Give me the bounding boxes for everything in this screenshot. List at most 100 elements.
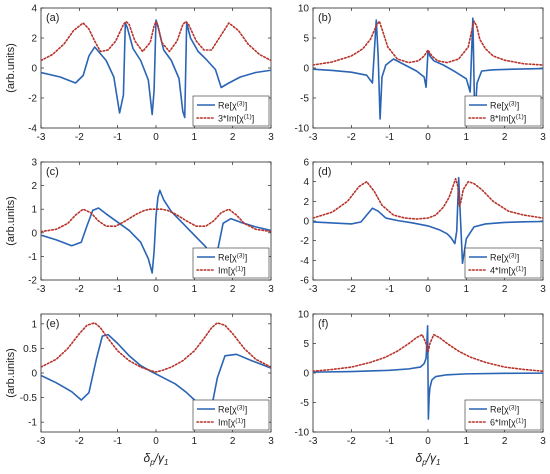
legend-label: 8*Im[χ(1)] (490, 114, 526, 124)
y-tick-label: 2 (31, 181, 37, 192)
y-tick-label: 6 (303, 158, 309, 169)
panel-label: (a) (46, 12, 59, 24)
y-tick-label: 5 (303, 339, 309, 350)
y-tick-label: -10 (295, 428, 310, 439)
legend-label: 3*Im[χ(1)] (218, 114, 254, 124)
legend: Re[χ(3)] Im[χ(1)] (192, 247, 270, 279)
y-axis-label: (arb.units) (5, 196, 17, 246)
x-tick-label: 1 (192, 132, 198, 143)
legend-box (464, 95, 542, 127)
legend-label: 4*Im[χ(1)] (490, 266, 526, 276)
y-tick-label: -5 (300, 94, 309, 105)
y-tick-label: -2 (28, 94, 37, 105)
x-tick-label: 3 (540, 436, 546, 447)
x-tick-label: 2 (502, 436, 508, 447)
y-tick-label: -2 (300, 236, 309, 247)
legend-box (192, 247, 270, 279)
x-tick-label: 3 (268, 284, 274, 295)
series-line-re-chi3 (313, 325, 543, 420)
legend: Re[χ(3)] 6*Im[χ(1)] (464, 399, 542, 431)
panel-d: -3 -2 -1 0 1 2 3 -6 -4 -2 0 2 4 6 (d) Re[χ(3)] 4*Im[χ(1)… (300, 158, 546, 296)
x-tick-label: 0 (153, 436, 159, 447)
y-tick-label: 10 (298, 4, 310, 15)
x-tick-label: -1 (385, 284, 394, 295)
y-tick-label: 10 (298, 310, 310, 321)
panel-a: -3 -2 -1 0 1 2 3 -4 -2 0 2 4 (arb.units) (a) Re[χ(3)] 3… (5, 4, 274, 144)
legend-label: 6*Im[χ(1)] (490, 418, 526, 428)
y-tick-label: 2 (303, 197, 309, 208)
y-tick-label: 0 (31, 64, 37, 75)
legend-label: Re[χ(3)] (490, 405, 519, 415)
x-tick-label: 2 (502, 284, 508, 295)
x-tick-label: 1 (464, 132, 470, 143)
y-tick-label: 2 (31, 34, 37, 45)
series-line-im-chi1 (41, 322, 271, 373)
x-tick-label: 2 (502, 132, 508, 143)
y-tick-label: -5 (300, 398, 309, 409)
panel-e: -3 -2 -1 0 1 2 3 -1 -0.5 0 0.5 1 (arb.units) (e) Re[χ(… (5, 313, 274, 447)
x-tick-label: -2 (75, 132, 84, 143)
x-tick-label: 2 (230, 436, 236, 447)
panel-c: -3 -2 -1 0 1 2 3-2-10123(arb.units)(c)Re[χ(3)]… (5, 158, 274, 296)
series-line-re-chi3 (41, 19, 271, 119)
y-tick-label: -10 (295, 124, 310, 135)
legend-label: Re[χ(3)] (490, 253, 519, 263)
legend-label: Im[χ(1)] (218, 266, 246, 276)
legend-box (464, 399, 542, 431)
legend: Re[χ(3)] 8*Im[χ(1)] (464, 95, 542, 127)
x-tick-label: 1 (464, 284, 470, 295)
series-line-im-chi1 (313, 20, 543, 66)
x-tick-label: -1 (385, 436, 394, 447)
legend: Re[χ(3)] Im[χ(1)] (192, 399, 270, 431)
x-tick-label: 1 (192, 436, 198, 447)
legend-label: Re[χ(3)] (218, 253, 247, 263)
legend: Re[χ(3)] 3*Im[χ(1)] (192, 95, 270, 127)
x-tick-label: -2 (75, 284, 84, 295)
series-line-im-chi1 (313, 177, 543, 220)
panel-label: (b) (318, 12, 331, 24)
x-axis-label: δp/γ1 (416, 451, 441, 467)
x-tick-label: -3 (309, 132, 318, 143)
legend-box (464, 247, 542, 279)
y-tick-label: 4 (303, 177, 309, 188)
legend-box (192, 399, 270, 431)
y-tick-label: 0 (31, 228, 37, 239)
legend-label: Re[χ(3)] (490, 101, 519, 111)
x-tick-label: 0 (425, 132, 431, 143)
y-tick-label: -0.5 (20, 393, 38, 404)
x-tick-label: 0 (153, 284, 159, 295)
x-tick-label: -2 (347, 284, 356, 295)
x-tick-label: -1 (113, 132, 122, 143)
y-tick-label: -1 (28, 418, 37, 429)
legend: Re[χ(3)] 4*Im[χ(1)] (464, 247, 542, 279)
y-tick-label: 0.5 (23, 344, 37, 355)
y-tick-label: -6 (300, 276, 309, 287)
x-tick-label: -3 (37, 436, 46, 447)
x-tick-label: 3 (268, 132, 274, 143)
series-line-re-chi3 (313, 176, 543, 265)
x-tick-label: -1 (385, 132, 394, 143)
y-tick-label: 0 (31, 369, 37, 380)
y-tick-label: 3 (31, 158, 37, 169)
y-tick-label: 1 (31, 319, 37, 330)
legend-label: Re[χ(3)] (218, 405, 247, 415)
x-tick-label: 0 (425, 284, 431, 295)
y-tick-label: -2 (28, 276, 37, 287)
y-tick-label: -4 (28, 124, 37, 135)
x-tick-label: -3 (309, 284, 318, 295)
x-tick-label: 0 (425, 436, 431, 447)
x-tick-label: -2 (347, 132, 356, 143)
y-tick-label: 4 (31, 4, 37, 15)
x-tick-label: -2 (347, 436, 356, 447)
x-tick-label: 1 (192, 284, 198, 295)
panel-label: (d) (318, 166, 331, 178)
series-line-re-chi3 (41, 189, 271, 274)
panel-label: (e) (46, 318, 59, 330)
x-tick-label: -1 (113, 284, 122, 295)
x-tick-label: 2 (230, 284, 236, 295)
x-tick-label: -1 (113, 436, 122, 447)
legend-label: Im[χ(1)] (218, 418, 246, 428)
y-axis-label: (arb.units) (5, 348, 17, 398)
